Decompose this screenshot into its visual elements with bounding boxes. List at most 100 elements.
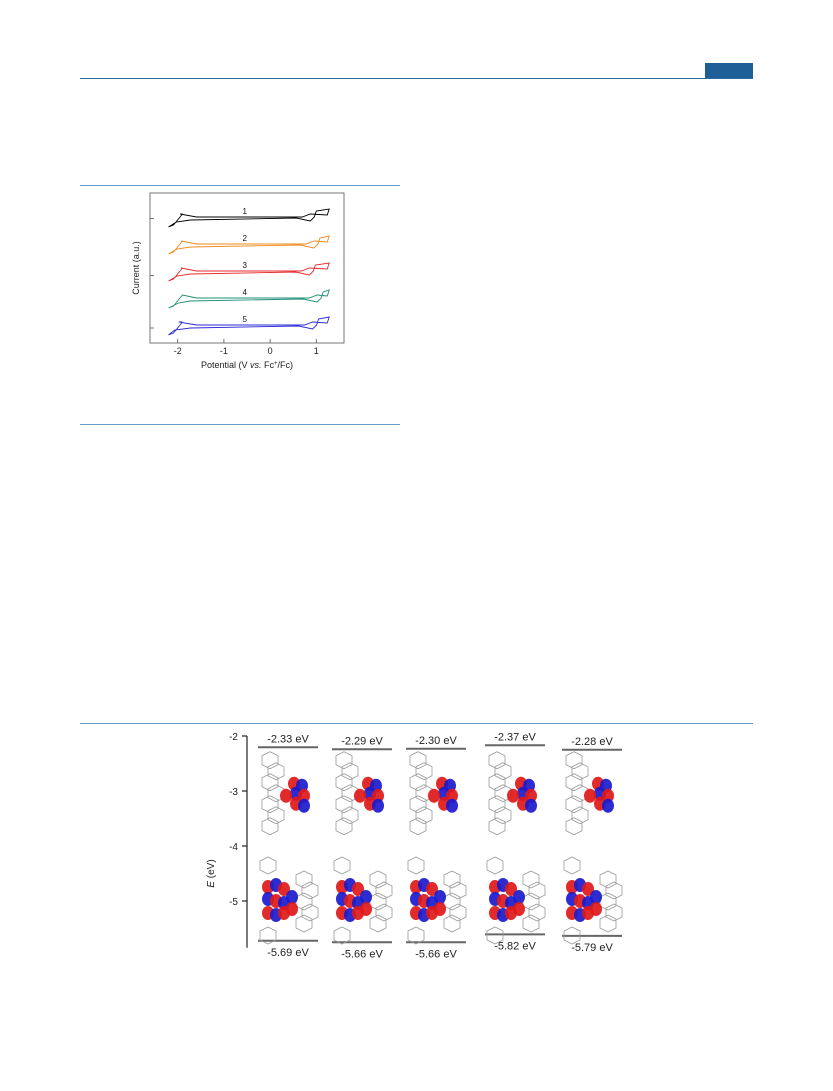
energy-level-diagram: -2 -3 -4 -5 E (eV) -2.33 eV -5.69 eV -2.29 eV -5… <box>206 731 623 960</box>
cv-curve-5 <box>168 316 330 336</box>
figure1-bottom-rule <box>80 424 400 425</box>
cv-x-tick-label: 1 <box>314 346 319 356</box>
skeleton-ring <box>295 892 313 911</box>
orbital-lobe <box>602 788 614 803</box>
cv-curve-3 <box>168 262 330 282</box>
orbital-lobe <box>507 788 519 803</box>
orbital-lobe <box>286 902 298 916</box>
skeleton-ring <box>415 806 433 825</box>
orbital-lobe <box>372 788 384 803</box>
orbital-lobe <box>525 788 537 803</box>
skeleton-ring <box>528 903 546 922</box>
homo-orbital-5 <box>563 856 623 945</box>
skeleton-ring <box>565 773 583 792</box>
orbital-lobe <box>602 798 614 813</box>
homo-orbital-1 <box>259 856 319 945</box>
cv-curve-2 <box>168 235 330 255</box>
cv-x-tick-label: -2 <box>174 346 182 356</box>
orbital-lobe <box>352 882 364 896</box>
lumo-energy-label-1: -2.33 eV <box>267 733 309 745</box>
skeleton-ring <box>409 773 427 792</box>
skeleton-ring <box>259 856 277 945</box>
lumo-orbital-2 <box>335 751 384 836</box>
orbital-lobe <box>372 798 384 813</box>
header-tab <box>705 63 753 78</box>
skeleton-ring <box>522 914 540 933</box>
skeleton-ring <box>571 806 589 825</box>
orbital-lobe <box>513 902 525 916</box>
homo-energy-label-3: -5.66 eV <box>415 948 457 960</box>
orbital-lobe <box>505 882 517 896</box>
skeleton-ring <box>599 870 617 889</box>
skeleton-ring <box>488 795 506 814</box>
skeleton-ring <box>301 903 319 922</box>
skeleton-ring <box>369 892 387 911</box>
orbital-lobe <box>434 890 446 904</box>
skeleton-ring <box>599 892 617 911</box>
skeleton-ring <box>369 870 387 889</box>
skeleton-ring <box>522 870 540 889</box>
skeleton-ring <box>335 817 353 836</box>
lumo-energy-label-2: -2.29 eV <box>341 735 383 747</box>
skeleton-ring <box>443 914 461 933</box>
skeleton-ring <box>488 751 506 770</box>
mo-y-axis-label: E (eV) <box>206 859 217 887</box>
lumo-orbital-4 <box>488 751 537 836</box>
orbital-lobe <box>513 890 525 904</box>
skeleton-ring <box>449 903 467 922</box>
cv-curve-4 <box>168 289 330 309</box>
lumo-energy-label-5: -2.28 eV <box>571 736 613 748</box>
homo-orbital-4 <box>486 856 546 945</box>
skeleton-ring <box>341 806 359 825</box>
skeleton-ring <box>605 881 623 900</box>
cv-curve-1 <box>168 208 330 228</box>
skeleton-ring <box>565 751 583 770</box>
figure2-top-rule <box>80 723 753 724</box>
skeleton-ring <box>333 856 351 945</box>
mo-y-tick-label: -2 <box>229 732 238 743</box>
cv-curve-label-3: 3 <box>242 261 247 270</box>
orbital-lobe <box>298 788 310 803</box>
skeleton-ring <box>409 817 427 836</box>
skeleton-ring <box>488 773 506 792</box>
skeleton-ring <box>488 817 506 836</box>
orbital-lobe <box>360 902 372 916</box>
homo-orbital-3 <box>407 856 467 945</box>
orbital-lobe <box>360 890 372 904</box>
skeleton-ring <box>409 751 427 770</box>
orbital-lobe <box>354 788 366 803</box>
skeleton-ring <box>443 870 461 889</box>
homo-energy-label-5: -5.79 eV <box>571 942 613 954</box>
homo-orbital-2 <box>333 856 393 945</box>
cv-y-axis-label: Current (a.u.) <box>131 241 141 295</box>
homo-energy-label-1: -5.69 eV <box>267 947 309 959</box>
cv-x-tick-label: 0 <box>268 346 273 356</box>
homo-energy-label-4: -5.82 eV <box>494 940 536 952</box>
orbital-lobe <box>298 798 310 813</box>
skeleton-ring <box>565 817 583 836</box>
skeleton-ring <box>261 795 279 814</box>
mo-y-tick-label: -3 <box>229 787 238 798</box>
orbital-lobe <box>434 902 446 916</box>
skeleton-ring <box>407 856 425 945</box>
skeleton-ring <box>486 856 504 945</box>
orbital-lobe <box>426 882 438 896</box>
lumo-energy-label-4: -2.37 eV <box>494 731 536 743</box>
orbital-lobe <box>280 788 292 803</box>
mo-y-tick-label: -5 <box>229 897 238 908</box>
skeleton-ring <box>261 817 279 836</box>
orbital-lobe <box>286 890 298 904</box>
cv-curve-label-4: 4 <box>242 288 247 297</box>
skeleton-ring <box>563 856 581 945</box>
skeleton-ring <box>295 870 313 889</box>
orbital-lobe <box>590 890 602 904</box>
skeleton-ring <box>528 881 546 900</box>
skeleton-ring <box>415 762 433 781</box>
skeleton-ring <box>571 762 589 781</box>
orbital-lobe <box>278 882 290 896</box>
skeleton-ring <box>443 892 461 911</box>
lumo-orbital-1 <box>261 751 310 836</box>
skeleton-ring <box>301 881 319 900</box>
cv-curve-label-2: 2 <box>242 234 247 243</box>
mo-y-tick-label: -4 <box>229 842 238 853</box>
